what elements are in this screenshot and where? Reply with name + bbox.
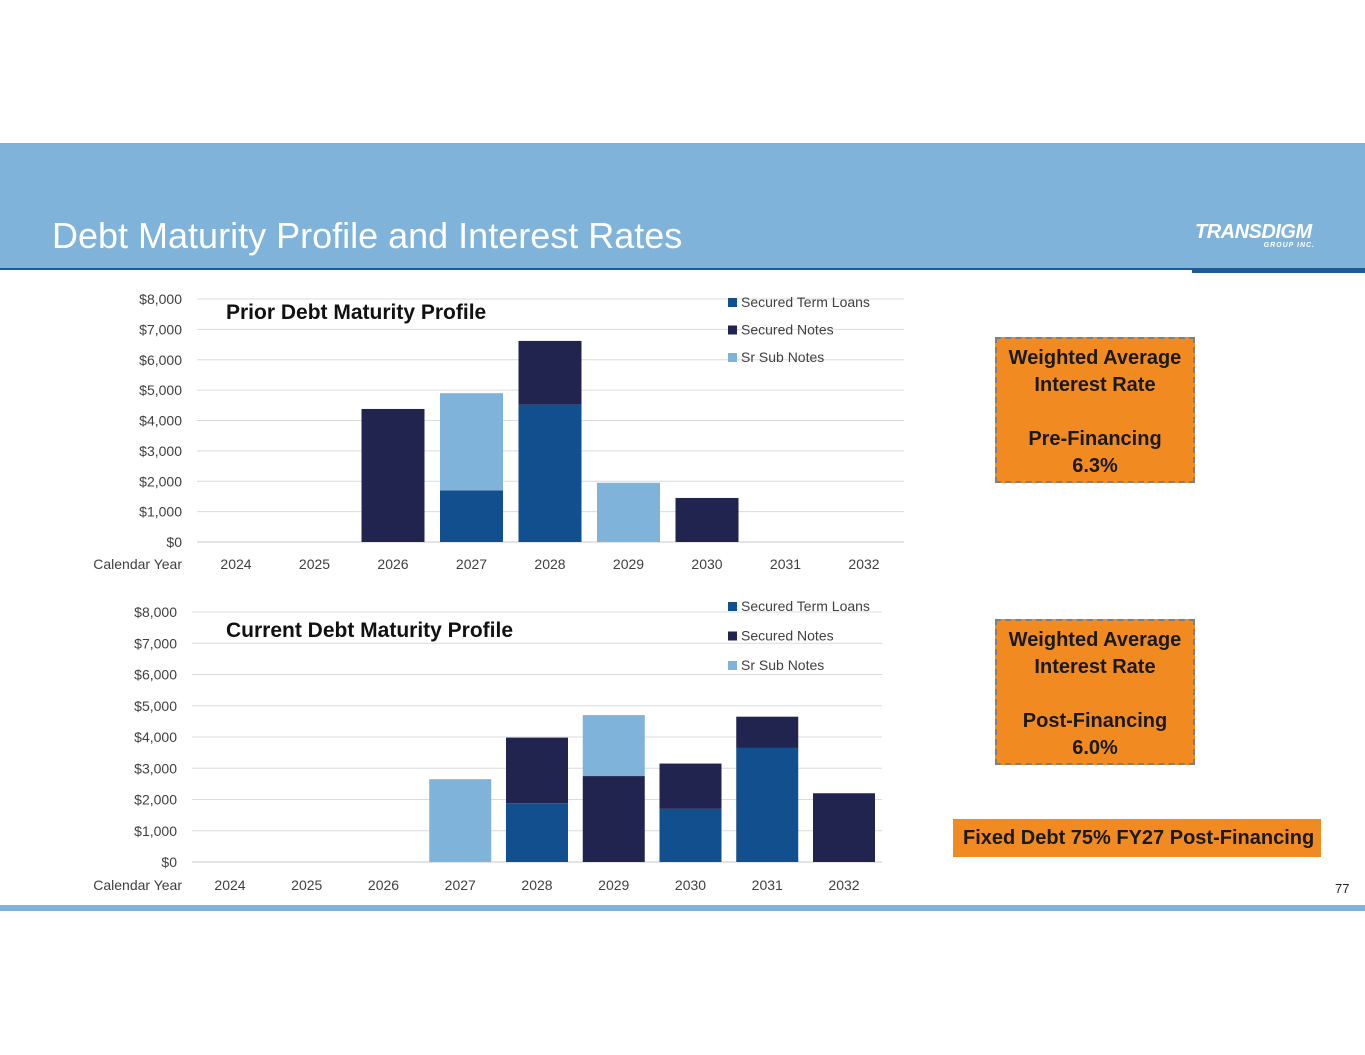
- bar-sr-sub-notes: [582, 715, 645, 777]
- y-tick-label: $1,000: [134, 823, 177, 839]
- chart-title: Prior Debt Maturity Profile: [226, 301, 486, 324]
- x-tick-label: 2024: [214, 877, 245, 893]
- y-tick-label: $5,000: [134, 698, 177, 714]
- legend-label: Sr Sub Notes: [741, 349, 824, 365]
- x-tick-label: 2027: [456, 556, 487, 572]
- bar-sr-sub-notes: [429, 779, 492, 862]
- bar-secured-notes: [361, 408, 425, 542]
- rate-box-line: Weighted Average: [1008, 629, 1182, 651]
- rate-box-line: Interest Rate: [1034, 374, 1156, 396]
- y-tick-label: $2,000: [139, 473, 182, 489]
- legend-swatch: [728, 661, 737, 670]
- y-tick-label: $0: [166, 534, 182, 550]
- page-title: Debt Maturity Profile and Interest Rates: [52, 215, 683, 256]
- bar-secured-notes: [582, 776, 645, 862]
- legend-label: Secured Notes: [741, 628, 834, 644]
- x-tick-label: 2028: [521, 877, 552, 893]
- x-tick-label: 2031: [752, 877, 783, 893]
- y-tick-label: $2,000: [134, 792, 177, 808]
- rate-box-label: Post-Financing: [1022, 710, 1168, 732]
- current-debt-maturity-chart: $0 $1,000 $2,000 $3,000 $4,000 $5,000 $6,000 $7…: [93, 598, 882, 893]
- legend-label: Sr Sub Notes: [741, 657, 824, 673]
- logo-subtitle: GROUP INC.: [1263, 242, 1315, 249]
- legend-swatch: [728, 298, 737, 307]
- legend-swatch: [728, 353, 737, 362]
- y-tick-label: $6,000: [134, 667, 177, 683]
- x-tick-label: 2026: [377, 556, 408, 572]
- y-tick-label: $4,000: [134, 729, 177, 745]
- pre-financing-rate-box: Weighted Average Interest Rate Pre-Finan…: [995, 337, 1195, 483]
- logo-wordmark: TRANSDIGM: [1195, 221, 1312, 243]
- legend-label: Secured Term Loans: [741, 598, 870, 614]
- bar-sr-sub-notes: [440, 393, 503, 491]
- bar-secured-notes: [736, 716, 799, 748]
- transdigm-logo: TRANSDIGM GROUP INC.: [1195, 221, 1321, 251]
- prior-debt-maturity-chart: $0 $1,000 $2,000 $3,000 $4,000 $5,000 $6,000 $7…: [93, 291, 904, 572]
- legend-swatch: [728, 325, 737, 335]
- x-tick-label: 2026: [368, 877, 399, 893]
- y-tick-label: $3,000: [134, 760, 177, 776]
- bar-secured-term-loans: [440, 490, 503, 542]
- y-tick-label: $1,000: [139, 504, 182, 520]
- x-tick-label: 2025: [291, 877, 322, 893]
- x-tick-label: 2029: [613, 556, 644, 572]
- header-band: [0, 143, 1365, 268]
- rate-box-value: 6.3%: [1072, 455, 1118, 477]
- bar-secured-term-loans: [659, 808, 722, 862]
- logo-underline: [1192, 268, 1365, 273]
- legend-label: Secured Notes: [741, 322, 834, 338]
- rate-box-value: 6.0%: [1072, 737, 1118, 759]
- x-tick-label: 2030: [675, 877, 706, 893]
- x-tick-label: 2024: [220, 556, 251, 572]
- bar-secured-notes: [506, 737, 568, 804]
- x-tick-label: 2032: [848, 556, 879, 572]
- y-tick-label: $4,000: [139, 413, 182, 429]
- x-tick-label: 2031: [770, 556, 801, 572]
- post-financing-rate-box: Weighted Average Interest Rate Post-Fina…: [995, 619, 1195, 765]
- x-axis-label: Calendar Year: [93, 877, 182, 893]
- footer-bar: [0, 905, 1365, 911]
- x-tick-label: 2027: [445, 877, 476, 893]
- x-tick-label: 2028: [534, 556, 565, 572]
- bar-secured-notes: [675, 497, 739, 542]
- page-number: 77: [1335, 881, 1350, 896]
- bar-secured-term-loans: [736, 747, 799, 862]
- x-tick-label: 2029: [598, 877, 629, 893]
- y-tick-label: $6,000: [139, 352, 182, 368]
- x-tick-label: 2030: [691, 556, 722, 572]
- legend-label: Secured Term Loans: [741, 294, 870, 310]
- x-tick-label: 2032: [828, 877, 859, 893]
- fixed-debt-note: Fixed Debt 75% FY27 Post-Financing: [953, 819, 1321, 857]
- header-rule: [0, 268, 1365, 270]
- bar-secured-term-loans: [506, 803, 568, 862]
- y-tick-label: $8,000: [139, 291, 182, 307]
- bar-secured-notes: [659, 763, 722, 809]
- y-tick-label: $5,000: [139, 382, 182, 398]
- rate-box-line: Weighted Average: [1008, 347, 1182, 369]
- y-tick-label: $3,000: [139, 443, 182, 459]
- bar-secured-notes: [813, 793, 875, 862]
- legend-swatch: [728, 602, 737, 611]
- bar-secured-notes: [518, 340, 582, 405]
- chart-title: Current Debt Maturity Profile: [226, 619, 513, 642]
- rate-box-label: Pre-Financing: [1028, 428, 1162, 450]
- bar-secured-term-loans: [518, 404, 582, 542]
- legend-swatch: [728, 631, 737, 641]
- rate-box-line: Interest Rate: [1034, 656, 1156, 678]
- y-tick-label: $7,000: [134, 635, 177, 651]
- y-tick-label: $8,000: [134, 604, 177, 620]
- y-tick-label: $0: [161, 854, 177, 870]
- x-axis-label: Calendar Year: [93, 556, 182, 572]
- x-tick-label: 2025: [299, 556, 330, 572]
- bar-sr-sub-notes: [597, 482, 660, 542]
- y-tick-label: $7,000: [139, 321, 182, 337]
